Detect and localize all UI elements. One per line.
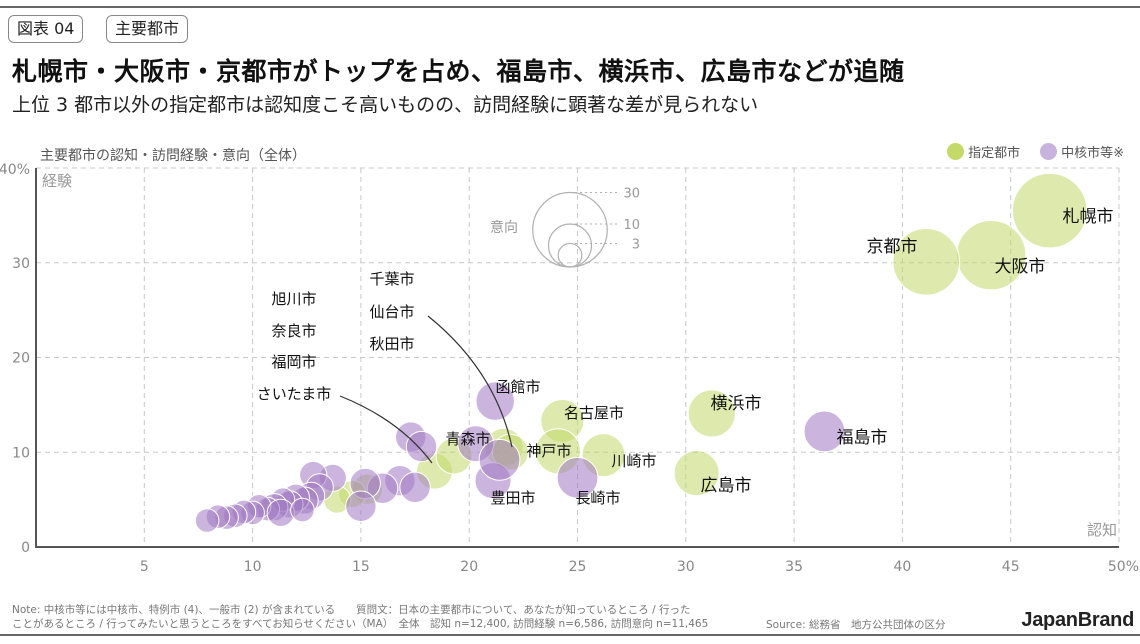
page-subtitle: 上位 3 都市以外の指定都市は認知度こそ高いものの、訪問経験に顕著な差が見られな… xyxy=(12,94,759,116)
legend-label: 指定都市 xyxy=(968,146,1021,161)
page-title: 札幌市・大阪市・京都市がトップを占め、福島市、横浜市、広島市などが追随 xyxy=(12,57,905,86)
bubble xyxy=(1011,172,1088,249)
size-legend: 30 10 3 意向 xyxy=(490,187,640,268)
legend-item-core-city: 中核市等※ xyxy=(1040,142,1124,161)
y-tick-label: 20 xyxy=(12,351,30,367)
legend-swatch xyxy=(1040,143,1058,160)
x-tick-label: 45 xyxy=(1002,559,1020,575)
bubble xyxy=(475,381,515,421)
x-tick-label: 40 xyxy=(893,559,911,575)
x-tick-label: 10 xyxy=(244,559,262,575)
bubbles xyxy=(194,172,1088,533)
bubble xyxy=(405,430,438,463)
y-axis-label: 経験 xyxy=(42,172,72,190)
bubble xyxy=(687,389,736,438)
point-label: 秋田市 xyxy=(369,335,414,353)
point-label: 函館市 xyxy=(495,378,540,396)
size-legend-circle xyxy=(547,223,593,268)
point-label: 福岡市 xyxy=(271,353,316,371)
size-legend-value: 10 xyxy=(623,218,640,233)
bubble xyxy=(673,450,720,497)
legend-label: 中核市等※ xyxy=(1061,146,1124,161)
y-tick-label: 0 xyxy=(21,540,30,556)
x-tick-label: 20 xyxy=(460,559,478,575)
point-label: さいたま市 xyxy=(257,385,332,403)
y-tick-label: 30 xyxy=(12,256,30,272)
size-legend-value: 3 xyxy=(632,237,640,252)
axes: 5 10 15 20 25 30 35 40 45 50% 0 10 20 30 40% 認知 経験 xyxy=(0,162,1139,575)
bubble xyxy=(892,227,961,296)
size-legend-value: 30 xyxy=(623,187,640,202)
leader-line-sendai xyxy=(427,315,513,448)
bubble xyxy=(399,471,431,504)
footnote-line-2: ことがあるところ / 行ってみたいと思うところをすべてお知らせください（MA） … xyxy=(12,618,709,630)
source-text: Source: 総務省 地方公共団体の区分 xyxy=(766,619,946,631)
x-tick-label: 15 xyxy=(352,559,370,575)
point-label: 川崎市 xyxy=(611,452,656,470)
bubble xyxy=(266,498,295,527)
footnote: Note: 中核市等には中核市、特例市 (4)、一般市 (2) が含まれている … xyxy=(12,603,708,631)
bubble xyxy=(194,508,220,533)
x-axis-label: 認知 xyxy=(1087,521,1117,539)
legend-swatch xyxy=(947,143,965,160)
leader-lines xyxy=(339,315,513,464)
legend-item-designated-city: 指定都市 xyxy=(947,142,1020,161)
x-tick-label: 25 xyxy=(569,559,587,575)
point-label: 福島市 xyxy=(837,428,888,448)
point-label: 旭川市 xyxy=(271,290,316,308)
bubble xyxy=(803,410,846,453)
footnote-line-1: Note: 中核市等には中核市、特例市 (4)、一般市 (2) が含まれている … xyxy=(12,604,691,616)
point-label: 神戸市 xyxy=(526,442,571,460)
x-tick-label: 50% xyxy=(1108,559,1139,575)
bubble xyxy=(290,497,315,523)
figure-number-tag: 図表 04 xyxy=(8,15,84,43)
point-label: 仙台市 xyxy=(369,303,414,321)
x-tick-label: 30 xyxy=(677,559,695,575)
size-legend-title: 意向 xyxy=(490,219,518,236)
point-label: 長崎市 xyxy=(575,489,620,507)
point-label: 札幌市 xyxy=(1063,207,1114,227)
bubble xyxy=(956,219,1027,291)
bubble xyxy=(478,438,521,481)
top-rule xyxy=(0,6,1140,8)
x-tick-label: 35 xyxy=(785,559,803,575)
point-label: 名古屋市 xyxy=(564,404,624,422)
point-label: 奈良市 xyxy=(271,322,316,340)
size-legend-circle xyxy=(532,191,608,268)
point-label: 大阪市 xyxy=(995,257,1046,277)
y-tick-label: 10 xyxy=(12,445,30,461)
size-legend-circle xyxy=(557,242,583,268)
point-label: 京都市 xyxy=(867,237,918,257)
point-label: 千葉市 xyxy=(369,270,414,288)
bottom-rule xyxy=(0,634,1140,636)
brand-logo: JapanBrand xyxy=(1021,609,1134,631)
point-label: 青森市 xyxy=(445,430,490,448)
leader-line-saitama xyxy=(339,395,433,464)
y-tick-label: 40% xyxy=(0,162,30,178)
bubble xyxy=(556,456,599,499)
point-label: 横浜市 xyxy=(711,394,762,414)
bubble xyxy=(345,490,377,522)
point-label: 豊田市 xyxy=(490,489,535,507)
chart-title: 主要都市の認知・訪問経験・意向（全体） xyxy=(40,148,306,164)
category-tag: 主要都市 xyxy=(106,15,189,43)
point-label: 広島市 xyxy=(701,476,752,496)
x-tick-label: 5 xyxy=(140,559,149,575)
chart-legend: 指定都市 中核市等※ xyxy=(947,142,1124,161)
